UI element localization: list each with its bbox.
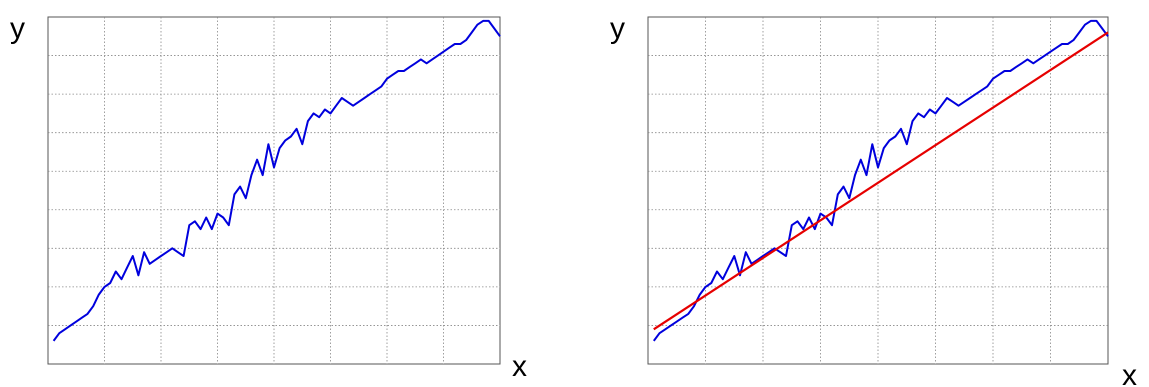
data-series-right (652, 19, 1109, 342)
grid-left (48, 17, 500, 364)
x-axis-label-right: x (1122, 359, 1137, 387)
chart-left: y x (10, 12, 527, 383)
grid-right (648, 17, 1108, 364)
trend-line-right (653, 31, 1109, 331)
x-axis-label-left: x (512, 350, 527, 383)
chart-right: y x (610, 12, 1137, 387)
data-series-left (52, 19, 501, 342)
y-axis-label-left: y (10, 12, 25, 45)
y-axis-label-right: y (610, 12, 625, 45)
